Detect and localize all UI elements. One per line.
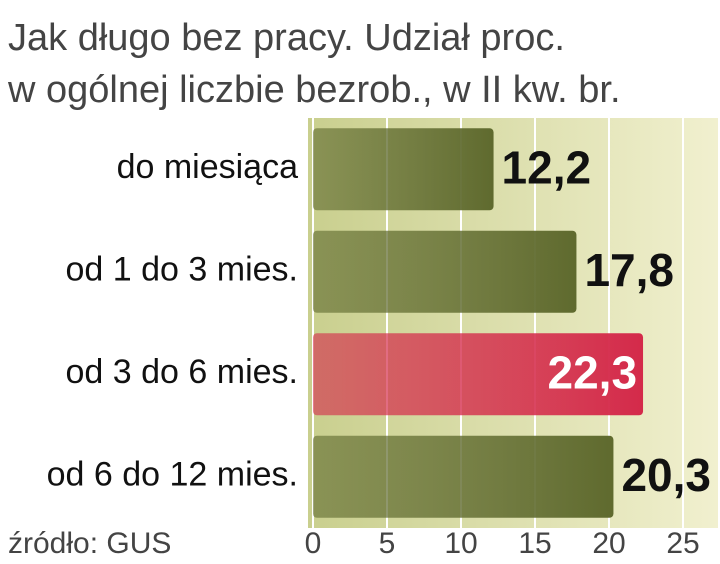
value-label: 20,3 [621, 449, 711, 501]
x-tick-label: 5 [379, 527, 396, 560]
value-label: 12,2 [502, 141, 592, 193]
x-tick-label: 0 [305, 527, 322, 560]
bar [313, 128, 494, 211]
category-label: od 1 do 3 mies. [66, 251, 298, 289]
chart-title: Jak długo bez pracy. Udział proc. [8, 17, 565, 59]
chart-title: w ogólnej liczbie bezrob., w II kw. br. [7, 69, 621, 111]
category-label: do miesiąca [117, 148, 299, 186]
x-tick-label: 10 [444, 527, 477, 560]
value-label: 22,3 [548, 346, 638, 398]
bar [313, 333, 644, 416]
category-label: od 6 do 12 mies. [47, 456, 298, 494]
x-tick-label: 20 [592, 527, 625, 560]
category-label: od 3 do 6 mies. [66, 353, 298, 391]
bar [313, 435, 614, 518]
source: źródło: GUS [8, 527, 171, 560]
x-tick-label: 25 [666, 527, 699, 560]
value-label: 17,8 [584, 244, 674, 296]
bar [313, 230, 577, 313]
x-tick-label: 15 [518, 527, 551, 560]
